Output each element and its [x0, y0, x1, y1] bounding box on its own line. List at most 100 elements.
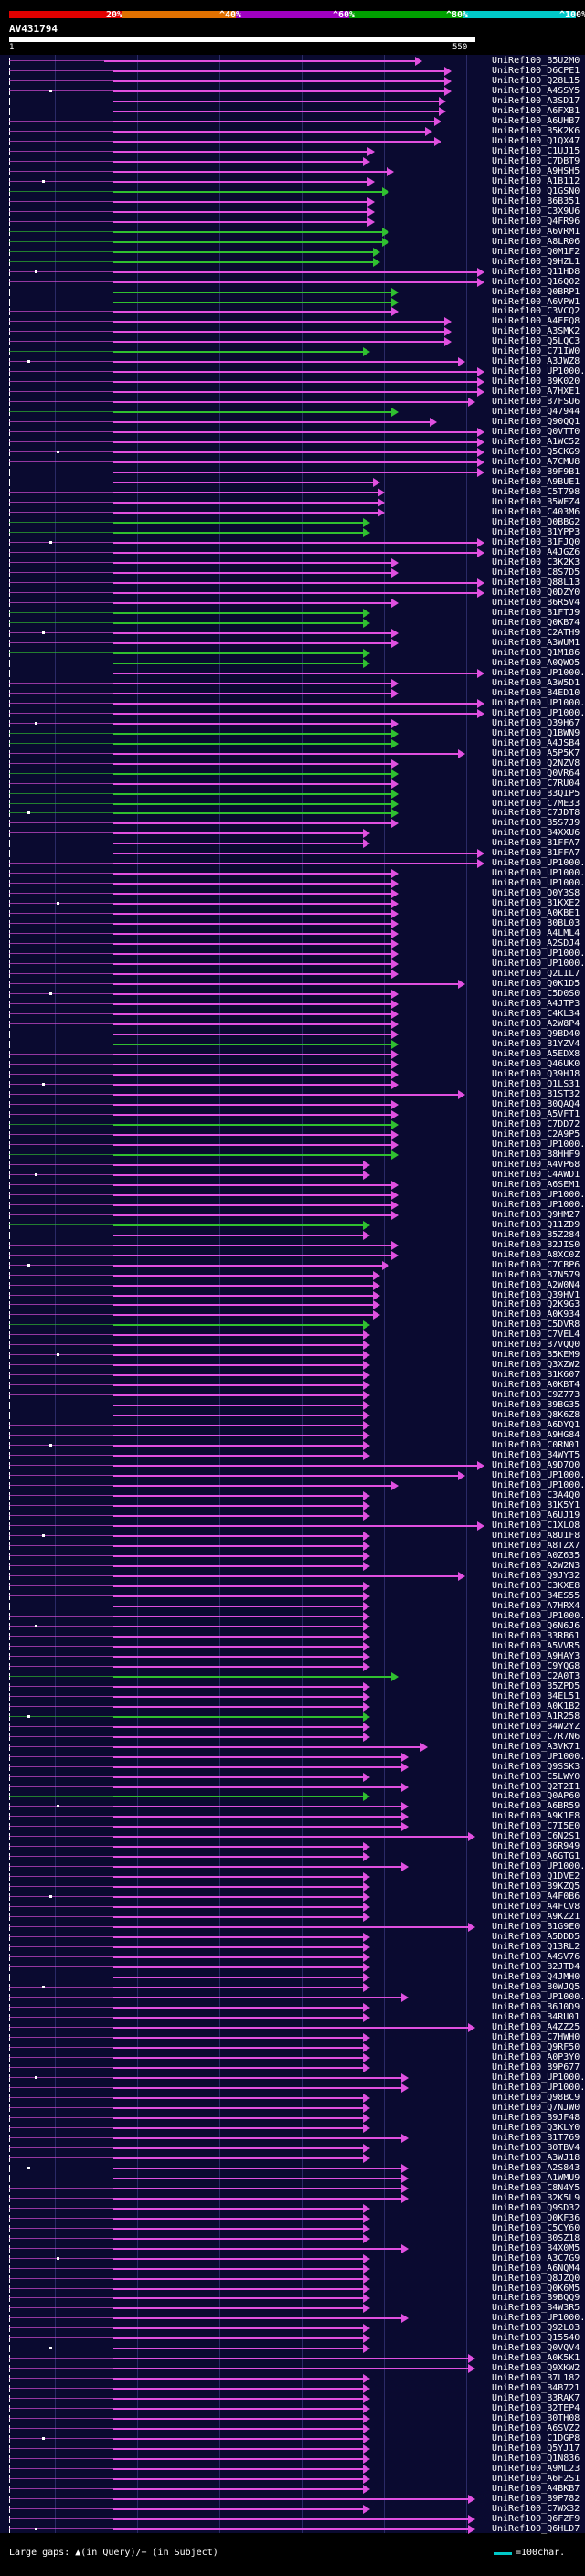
- hit-row[interactable]: UniRef100_C7CBP6: [0, 1259, 585, 1271]
- hit-row[interactable]: UniRef100_UP1000...: [0, 1610, 585, 1622]
- hit-label[interactable]: UniRef100_Q3XZW2: [492, 1360, 580, 1371]
- hit-label[interactable]: UniRef100_C5D0S0: [492, 989, 580, 1000]
- hit-label[interactable]: UniRef100_Q1GSN0: [492, 186, 580, 196]
- hit-label[interactable]: UniRef100_A3SMK2: [492, 326, 580, 337]
- hit-row[interactable]: UniRef100_B0QAQ4: [0, 1098, 585, 1110]
- hit-row[interactable]: UniRef100_A6GTG1: [0, 1850, 585, 1862]
- hit-row[interactable]: UniRef100_A2SDJ4: [0, 938, 585, 949]
- hit-row[interactable]: UniRef100_Q0DZY0: [0, 587, 585, 599]
- hit-label[interactable]: UniRef100_B4XXU6: [492, 828, 580, 839]
- hit-label[interactable]: UniRef100_A6UHB7: [492, 115, 580, 126]
- hit-label[interactable]: UniRef100_B7N579: [492, 1269, 580, 1280]
- hit-row[interactable]: UniRef100_A4BKB7: [0, 2483, 585, 2495]
- hit-label[interactable]: UniRef100_Q11ZD9: [492, 1219, 580, 1230]
- hit-row[interactable]: UniRef100_Q6N6J6: [0, 1620, 585, 1632]
- hit-label[interactable]: UniRef100_Q0K6M5: [492, 2283, 580, 2294]
- hit-label[interactable]: UniRef100_Q90QQ1: [492, 417, 580, 428]
- hit-label[interactable]: UniRef100_A7HRX4: [492, 1600, 580, 1611]
- hit-label[interactable]: UniRef100_C3K2K3: [492, 557, 580, 567]
- hit-row[interactable]: UniRef100_B3RAK7: [0, 2392, 585, 2404]
- hit-label[interactable]: UniRef100_A6FXB1: [492, 105, 580, 116]
- hit-label[interactable]: UniRef100_UP1000...: [492, 878, 585, 889]
- hit-label[interactable]: UniRef100_A0K1B2: [492, 1701, 580, 1712]
- hit-label[interactable]: UniRef100_C0RN01: [492, 1440, 580, 1451]
- hit-label[interactable]: UniRef100_A1WMU9: [492, 2172, 580, 2183]
- hit-label[interactable]: UniRef100_C9Z773: [492, 1390, 580, 1401]
- hit-row[interactable]: UniRef100_Q5LQC3: [0, 335, 585, 347]
- hit-label[interactable]: UniRef100_B9F9B1: [492, 467, 580, 478]
- hit-label[interactable]: UniRef100_A4VP68: [492, 1159, 580, 1170]
- hit-row[interactable]: UniRef100_Q9HM27: [0, 1209, 585, 1221]
- hit-row[interactable]: UniRef100_A4JGZ6: [0, 546, 585, 558]
- hit-row[interactable]: UniRef100_A1WC52: [0, 436, 585, 448]
- hit-label[interactable]: UniRef100_A6NQM4: [492, 2263, 580, 2274]
- hit-row[interactable]: UniRef100_Q11HD8: [0, 266, 585, 278]
- hit-label[interactable]: UniRef100_C2ATH9: [492, 627, 580, 638]
- hit-row[interactable]: UniRef100_C5LWY0: [0, 1771, 585, 1783]
- hit-label[interactable]: UniRef100_C403M6: [492, 507, 580, 518]
- hit-row[interactable]: UniRef100_B4B721: [0, 2382, 585, 2394]
- hit-label[interactable]: UniRef100_B1FFA7: [492, 838, 580, 849]
- hit-row[interactable]: UniRef100_UP1000...: [0, 707, 585, 719]
- hit-row[interactable]: UniRef100_A0K934: [0, 1309, 585, 1320]
- hit-label[interactable]: UniRef100_C8N4Y5: [492, 2182, 580, 2193]
- hit-row[interactable]: UniRef100_A7CMU8: [0, 456, 585, 468]
- hit-label[interactable]: UniRef100_Q3KLY0: [492, 2122, 580, 2133]
- hit-row[interactable]: UniRef100_A5EDX8: [0, 1048, 585, 1060]
- hit-label[interactable]: UniRef100_A2S843: [492, 2162, 580, 2173]
- hit-row[interactable]: UniRef100_B9P782: [0, 2493, 585, 2505]
- hit-row[interactable]: UniRef100_B9JF48: [0, 2112, 585, 2124]
- hit-row[interactable]: UniRef100_A3C7G9: [0, 2253, 585, 2264]
- hit-row[interactable]: UniRef100_Q0Y3S8: [0, 887, 585, 899]
- hit-label[interactable]: UniRef100_B4ED10: [492, 687, 580, 698]
- hit-row[interactable]: UniRef100_Q2K9G3: [0, 1299, 585, 1310]
- hit-row[interactable]: UniRef100_A9HAY3: [0, 1650, 585, 1662]
- hit-label[interactable]: UniRef100_UP1000...: [492, 697, 585, 708]
- hit-row[interactable]: UniRef100_A2S843: [0, 2162, 585, 2174]
- hit-row[interactable]: UniRef100_A0QWO5: [0, 657, 585, 669]
- hit-row[interactable]: UniRef100_B9F9B1: [0, 466, 585, 478]
- hit-row[interactable]: UniRef100_A4VP68: [0, 1159, 585, 1171]
- hit-row[interactable]: UniRef100_C4AWD1: [0, 1169, 585, 1181]
- hit-row[interactable]: UniRef100_C5D0S0: [0, 988, 585, 1000]
- hit-label[interactable]: UniRef100_C7R7N6: [492, 1731, 580, 1742]
- hit-row[interactable]: UniRef100_Q3KLY0: [0, 2122, 585, 2134]
- hit-label[interactable]: UniRef100_Q13RL2: [492, 1942, 580, 1953]
- hit-row[interactable]: UniRef100_A4F0B6: [0, 1891, 585, 1903]
- hit-row[interactable]: UniRef100_Q11ZD9: [0, 1219, 585, 1231]
- hit-label[interactable]: UniRef100_UP1000...: [492, 1861, 585, 1872]
- hit-label[interactable]: UniRef100_A3VK71: [492, 1741, 580, 1752]
- hit-label[interactable]: UniRef100_Q15540: [492, 2333, 580, 2344]
- hit-label[interactable]: UniRef100_B5ZPD5: [492, 1680, 580, 1691]
- hit-label[interactable]: UniRef100_A6VRM1: [492, 226, 580, 237]
- hit-label[interactable]: UniRef100_UP1000...: [492, 949, 585, 959]
- hit-row[interactable]: UniRef100_B2K5L9: [0, 2192, 585, 2204]
- hit-label[interactable]: UniRef100_B4ES55: [492, 1590, 580, 1601]
- hit-label[interactable]: UniRef100_C6N2S1: [492, 1831, 580, 1842]
- hit-label[interactable]: UniRef100_Q0BRP1: [492, 286, 580, 297]
- hit-row[interactable]: UniRef100_B5WEZ4: [0, 496, 585, 508]
- hit-label[interactable]: UniRef100_Q5YJ17: [492, 2443, 580, 2454]
- hit-label[interactable]: UniRef100_Q2NZV8: [492, 758, 580, 769]
- hit-label[interactable]: UniRef100_C7HWH0: [492, 2032, 580, 2042]
- hit-label[interactable]: UniRef100_Q16Q02: [492, 276, 580, 287]
- hit-label[interactable]: UniRef100_C5DVR8: [492, 1320, 580, 1330]
- hit-label[interactable]: UniRef100_A3WUM1: [492, 637, 580, 648]
- hit-label[interactable]: UniRef100_Q0K1D5: [492, 979, 580, 990]
- hit-row[interactable]: UniRef100_B1FJQ0: [0, 536, 585, 548]
- hit-label[interactable]: UniRef100_B5KEM9: [492, 1350, 580, 1361]
- hit-label[interactable]: UniRef100_B1T769: [492, 2132, 580, 2143]
- hit-row[interactable]: UniRef100_UP1000...: [0, 1479, 585, 1491]
- hit-row[interactable]: UniRef100_B5KEM9: [0, 1349, 585, 1361]
- hit-label[interactable]: UniRef100_B1K5Y1: [492, 1500, 580, 1511]
- hit-label[interactable]: UniRef100_B2JTD4: [492, 1962, 580, 1973]
- hit-label[interactable]: UniRef100_C9YQG8: [492, 1660, 580, 1671]
- hit-row[interactable]: UniRef100_B2JTD4: [0, 1961, 585, 1973]
- hit-label[interactable]: UniRef100_Q9HM27: [492, 1209, 580, 1220]
- hit-row[interactable]: UniRef100_A9KZ21: [0, 1911, 585, 1923]
- hit-row[interactable]: UniRef100_B4XXU6: [0, 827, 585, 839]
- hit-row[interactable]: UniRef100_B5ZPD5: [0, 1680, 585, 1692]
- hit-label[interactable]: UniRef100_A7HXE1: [492, 387, 580, 398]
- hit-row[interactable]: UniRef100_Q3XZW2: [0, 1359, 585, 1371]
- hit-row[interactable]: UniRef100_Q0BBG2: [0, 516, 585, 528]
